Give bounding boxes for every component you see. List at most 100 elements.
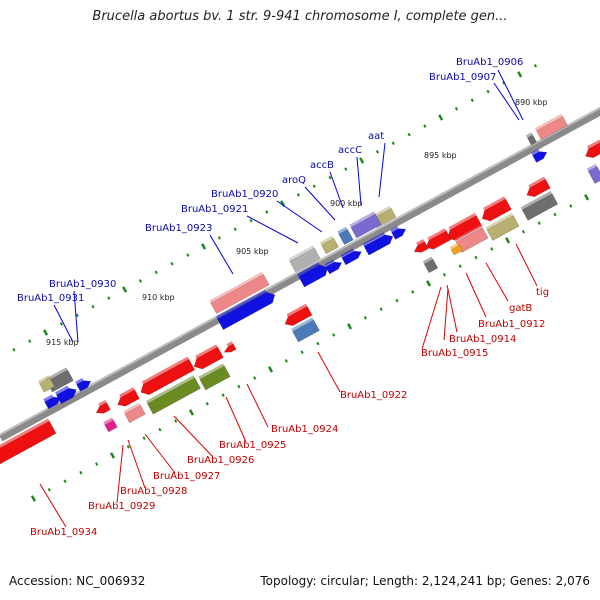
tick-dot-upper bbox=[217, 236, 221, 240]
callout-0923 bbox=[209, 234, 234, 275]
tick-dot-lower bbox=[537, 221, 541, 225]
gene-features bbox=[0, 113, 600, 465]
gene-label-bruab1-0924[interactable]: BruAb1_0924 bbox=[271, 424, 338, 435]
gene-block-0927-top bbox=[141, 356, 189, 385]
tick-dot-upper bbox=[312, 184, 316, 189]
tick-label-895: 895 kbp bbox=[424, 151, 457, 160]
gene-label-bruab1-0928[interactable]: BruAb1_0928 bbox=[120, 486, 187, 497]
tick-dot-upper bbox=[470, 98, 474, 103]
gene-block-0932-top bbox=[55, 385, 69, 395]
callout-0914 bbox=[446, 284, 458, 333]
tick-dot-upper bbox=[296, 193, 301, 197]
gene-block-0914-top bbox=[454, 224, 483, 242]
gene-block-0922 bbox=[292, 319, 320, 343]
tick-dot-upper bbox=[233, 227, 237, 232]
tick-dot-lower bbox=[253, 376, 257, 380]
tick-dot-upper bbox=[407, 132, 411, 137]
callout-0915b bbox=[421, 286, 442, 350]
callout-0925 bbox=[225, 396, 247, 443]
gene-label-accb[interactable]: accB bbox=[310, 160, 334, 171]
gene-block-0907-top bbox=[526, 132, 533, 138]
tick-dot-lower bbox=[584, 194, 590, 201]
gene-block-0931b-top bbox=[75, 377, 84, 385]
gene-block-0905 bbox=[585, 142, 600, 159]
tick-dot-upper bbox=[517, 71, 523, 78]
gene-block-0920b-top bbox=[324, 259, 335, 267]
tick-dot-lower bbox=[205, 402, 209, 406]
gene-block-0923b-top bbox=[216, 289, 267, 320]
gene-label-bruab1-0906[interactable]: BruAb1_0906 bbox=[456, 57, 523, 68]
gene-label-bruab1-0922[interactable]: BruAb1_0922 bbox=[340, 390, 407, 401]
gene-block-0931-top bbox=[37, 375, 50, 384]
tick-label-890: 890 kbp bbox=[515, 98, 548, 107]
gene-label-tig[interactable]: tig bbox=[536, 287, 549, 298]
callout-0915 bbox=[443, 287, 449, 341]
tick-dot-upper bbox=[533, 64, 538, 68]
gene-block-0926-top bbox=[198, 363, 225, 380]
gene-label-bruab1-0914[interactable]: BruAb1_0914 bbox=[449, 334, 516, 345]
gene-block-0934-top bbox=[0, 418, 50, 449]
callout-tig bbox=[515, 243, 538, 287]
gene-label-bruab1-0921[interactable]: BruAb1_0921 bbox=[181, 204, 248, 215]
gene-label-bruab1-0926[interactable]: BruAb1_0926 bbox=[187, 455, 254, 466]
gene-label-bruab1-0907[interactable]: BruAb1_0907 bbox=[429, 72, 496, 83]
tick-dot-lower bbox=[174, 419, 178, 423]
tick-dot-lower bbox=[142, 436, 146, 441]
tick-dot-upper bbox=[154, 270, 158, 275]
tick-dot-upper bbox=[423, 124, 427, 128]
gene-label-bruab1-0912[interactable]: BruAb1_0912 bbox=[478, 319, 545, 330]
tick-dot-lower bbox=[47, 488, 51, 492]
gene-label-bruab1-0934[interactable]: BruAb1_0934 bbox=[30, 527, 97, 538]
gene-block-0928-top bbox=[145, 375, 195, 404]
gene-block-0929-top bbox=[98, 399, 107, 407]
gene-block-aroq-top bbox=[320, 235, 334, 245]
gene-label-bruab1-0931[interactable]: BruAb1_0931 bbox=[17, 293, 84, 304]
tick-dot-upper bbox=[170, 261, 174, 266]
callout-0924 bbox=[246, 383, 269, 428]
gene-block-0916-top bbox=[422, 256, 433, 264]
accession-text: Accession: NC_006932 bbox=[9, 574, 146, 588]
callout-0921 bbox=[246, 215, 299, 244]
callout-0926 bbox=[173, 415, 213, 457]
gene-block-tig-top bbox=[528, 176, 546, 188]
tick-dot-upper bbox=[502, 81, 506, 85]
gene-block-0904-top bbox=[586, 163, 598, 172]
gene-label-aat[interactable]: aat bbox=[368, 131, 384, 142]
gene-block-0929b-top bbox=[123, 402, 141, 414]
tick-dot-lower bbox=[490, 247, 494, 251]
gene-block-accb bbox=[338, 228, 354, 246]
tick-dot-upper bbox=[375, 150, 380, 154]
tick-dot-lower bbox=[267, 366, 274, 373]
callout-0920 bbox=[276, 200, 323, 233]
gene-label-accc[interactable]: accC bbox=[338, 145, 362, 156]
tick-dot-lower bbox=[126, 445, 130, 449]
gene-label-bruab1-0915[interactable]: BruAb1_0915 bbox=[421, 348, 488, 359]
gene-block-0905-top bbox=[587, 139, 600, 149]
tick-dot-upper bbox=[28, 339, 32, 343]
tick-dot-lower bbox=[300, 350, 304, 354]
gene-label-aroq[interactable]: aroQ bbox=[282, 175, 306, 186]
tick-label-900: 900 kbp bbox=[330, 199, 363, 208]
callout-0930 bbox=[73, 290, 79, 343]
callout-accc bbox=[356, 156, 362, 206]
gene-block-0912-top bbox=[483, 196, 506, 211]
gene-block-0925 bbox=[193, 346, 224, 370]
gene-label-bruab1-0923[interactable]: BruAb1_0923 bbox=[145, 223, 212, 234]
tick-dot-upper bbox=[43, 329, 49, 336]
callout-0929 bbox=[116, 444, 124, 504]
tick-dot-upper bbox=[328, 175, 332, 180]
gene-label-bruab1-0925[interactable]: BruAb1_0925 bbox=[219, 440, 286, 451]
gene-label-bruab1-0930[interactable]: BruAb1_0930 bbox=[49, 279, 116, 290]
tick-dot-lower bbox=[63, 479, 67, 484]
gene-label-bruab1-0920[interactable]: BruAb1_0920 bbox=[211, 189, 278, 200]
gene-label-bruab1-0927[interactable]: BruAb1_0927 bbox=[153, 471, 220, 482]
gene-block-0927 bbox=[140, 358, 196, 396]
tick-dot-upper bbox=[249, 218, 253, 223]
tick-dot-upper bbox=[438, 114, 444, 121]
tick-label-915: 915 kbp bbox=[46, 338, 79, 347]
gene-label-bruab1-0929[interactable]: BruAb1_0929 bbox=[88, 501, 155, 512]
gene-block-0924b-top bbox=[226, 341, 234, 347]
gene-label-gatb[interactable]: gatB bbox=[509, 303, 532, 314]
tick-dot-lower bbox=[442, 272, 446, 277]
gene-block-0915b bbox=[413, 241, 429, 253]
